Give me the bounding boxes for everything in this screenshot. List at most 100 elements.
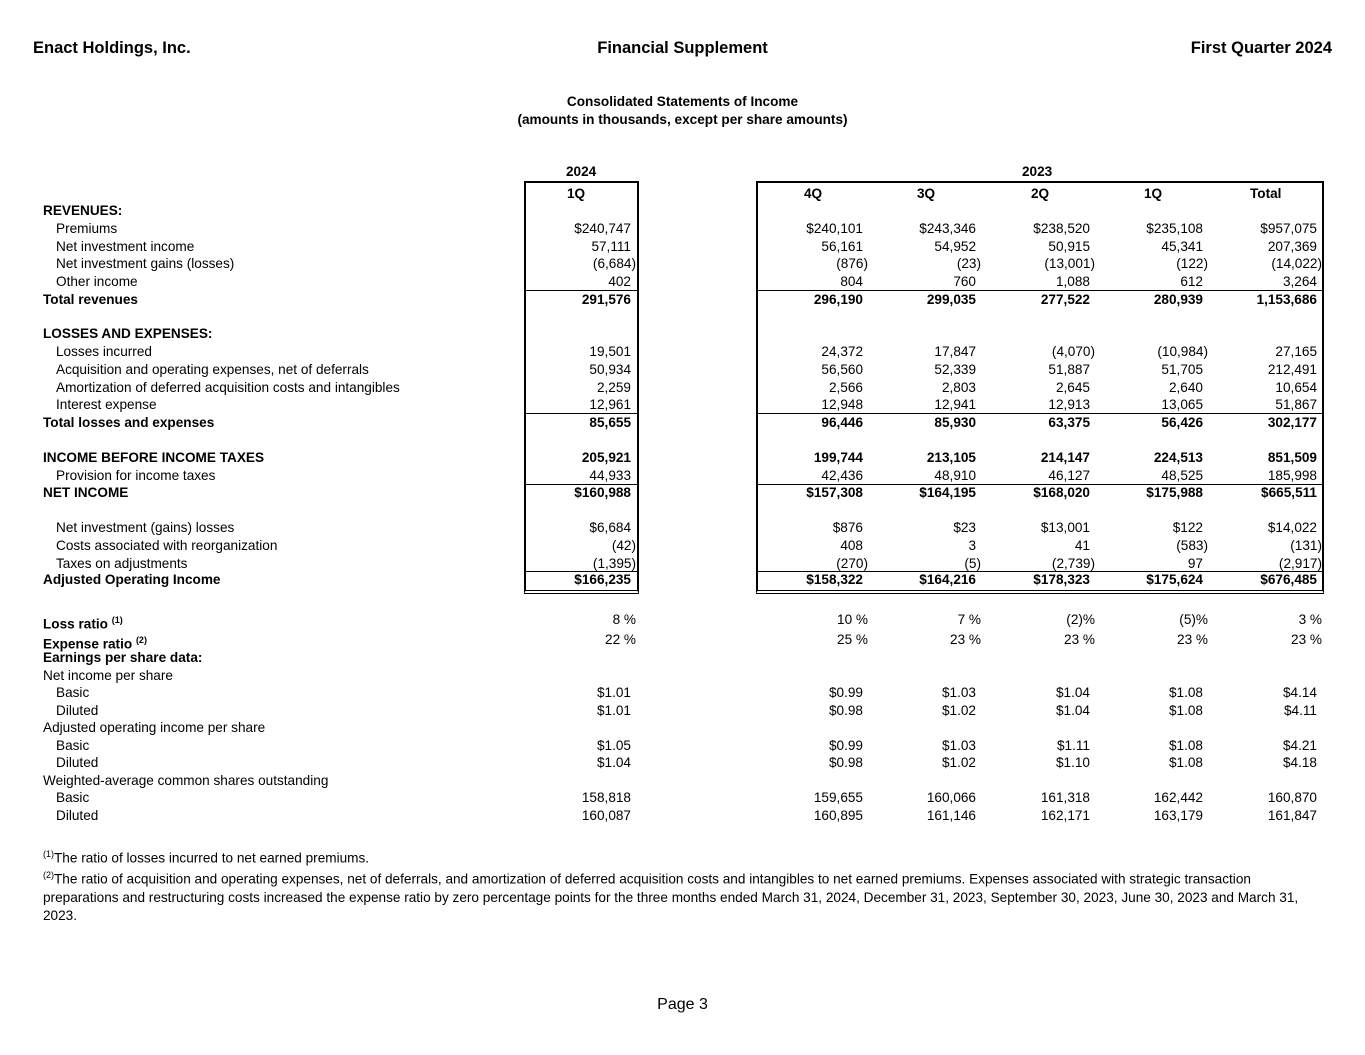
table-row: Loss ratio (1) 8 % 10 % 7 % (2)% (5)% 3 % <box>0 611 1365 632</box>
row-label-text: Basic <box>56 790 90 805</box>
cell-value: $166,235 <box>574 572 631 587</box>
row-label: REVENUES: <box>43 202 122 220</box>
value-cell: 50,934 <box>511 361 631 379</box>
row-label: Losses incurred <box>56 343 152 361</box>
value-cell: 408 <box>743 537 863 555</box>
value-cell: 1,088 <box>970 273 1090 291</box>
table-row: Total losses and expenses 85,655 96,446 85,… <box>0 414 1365 432</box>
cell-value: (23) <box>956 256 981 271</box>
value-cell: (2)% <box>970 611 1095 629</box>
cell-value: (4,070) <box>1051 344 1095 359</box>
subtotal-rule <box>524 484 639 485</box>
cell-value: 3 <box>968 538 976 553</box>
row-label-text: INCOME BEFORE INCOME TAXES <box>43 450 265 465</box>
value-cell: 23 % <box>1197 631 1322 649</box>
value-cell: $160,988 <box>511 484 631 502</box>
row-label-text: Adjusted Operating Income <box>43 572 221 587</box>
value-cell: 214,147 <box>970 449 1090 467</box>
table-row: Taxes on adjustments (1,395) (270) (5) (2,73… <box>0 555 1365 573</box>
value-cell: $1.08 <box>1083 754 1203 772</box>
value-cell: 97 <box>1083 555 1203 573</box>
subtotal-rule <box>524 290 639 291</box>
row-label-text: Taxes on adjustments <box>56 556 188 571</box>
value-cell: $0.99 <box>743 684 863 702</box>
footnote-1-text: The ratio of losses incurred to net earn… <box>54 850 370 866</box>
cell-value: (1,395) <box>592 556 636 571</box>
cell-value: $1.02 <box>941 755 976 770</box>
cell-value: $168,020 <box>1033 485 1090 500</box>
cell-value: 23 % <box>1177 632 1208 647</box>
table-row: Acquisition and operating expenses, net … <box>0 361 1365 379</box>
cell-value: $175,988 <box>1146 485 1203 500</box>
cell-value: 27,165 <box>1275 344 1317 359</box>
value-cell: $178,323 <box>970 571 1090 589</box>
box-2024 <box>524 181 639 594</box>
cell-value: $235,108 <box>1146 221 1203 236</box>
cell-value: (10,984) <box>1157 344 1208 359</box>
value-cell: $158,322 <box>743 571 863 589</box>
row-label-text: LOSSES AND EXPENSES: <box>43 326 213 341</box>
value-cell: 25 % <box>743 631 868 649</box>
value-cell: $1.05 <box>511 737 631 755</box>
cell-value: $1.03 <box>941 685 976 700</box>
cell-value: 56,560 <box>821 362 863 377</box>
cell-value: 161,318 <box>1040 790 1090 805</box>
cell-value: (122) <box>1176 256 1208 271</box>
cell-value: 50,915 <box>1048 239 1090 254</box>
value-cell: 205,921 <box>511 449 631 467</box>
table-row: NET INCOME $160,988 $157,308 $164,195 $168,0… <box>0 484 1365 502</box>
cell-value: 296,190 <box>813 292 863 307</box>
box-2023 <box>756 181 1324 594</box>
cell-value: 12,913 <box>1048 397 1090 412</box>
cell-value: 158,818 <box>581 790 631 805</box>
table-row: Losses incurred 19,501 24,372 17,847 (4,070)… <box>0 343 1365 361</box>
value-cell: (2,739) <box>970 555 1095 573</box>
period-label: First Quarter 2024 <box>1190 39 1332 57</box>
subtotal-rule <box>756 571 1324 572</box>
value-cell: $235,108 <box>1083 220 1203 238</box>
cell-value: 162,442 <box>1153 790 1203 805</box>
value-cell: 2,259 <box>511 379 631 397</box>
value-cell: 162,442 <box>1083 789 1203 807</box>
value-cell: (14,022) <box>1197 255 1322 273</box>
cell-value: $1.04 <box>1055 703 1090 718</box>
value-cell: $1.04 <box>511 754 631 772</box>
row-label: Net investment (gains) losses <box>56 519 234 537</box>
cell-value: 23 % <box>1064 632 1095 647</box>
row-label: Costs associated with reorganization <box>56 537 277 555</box>
cell-value: $1.01 <box>596 703 631 718</box>
cell-value: $1.04 <box>596 755 631 770</box>
cell-value: $1.05 <box>596 738 631 753</box>
value-cell: 19,501 <box>511 343 631 361</box>
cell-value: 85,930 <box>934 415 976 430</box>
cell-value: 25 % <box>837 632 868 647</box>
table-row: Net investment income 57,111 56,161 54,952 5… <box>0 238 1365 256</box>
cell-value: 402 <box>608 274 631 289</box>
cell-value: $0.99 <box>828 685 863 700</box>
value-cell: $676,485 <box>1197 571 1317 589</box>
table-row: LOSSES AND EXPENSES: <box>0 325 1365 343</box>
table-row: Diluted 160,087 160,895 161,146 162,171 163,1… <box>0 807 1365 825</box>
footnote-ref: (2) <box>135 635 147 645</box>
value-cell: $240,747 <box>511 220 631 238</box>
cell-value: $4.18 <box>1282 755 1317 770</box>
value-cell: 10 % <box>743 611 868 629</box>
cell-value: (876) <box>836 256 868 271</box>
cell-value: 207,369 <box>1267 239 1317 254</box>
row-label-text: Adjusted operating income per share <box>43 720 266 735</box>
row-label-text: Diluted <box>56 808 99 823</box>
cell-value: (5) <box>964 556 981 571</box>
row-label: Basic <box>56 684 89 702</box>
row-label-text: Amortization of deferred acquisition cos… <box>56 380 400 395</box>
value-cell: 51,705 <box>1083 361 1203 379</box>
column-header-2023-4q: 4Q <box>804 186 823 201</box>
value-cell: $1.08 <box>1083 702 1203 720</box>
row-label-text: Basic <box>56 685 90 700</box>
value-cell: (1,395) <box>511 555 636 573</box>
value-cell: 7 % <box>856 611 981 629</box>
cell-value: $238,520 <box>1033 221 1090 236</box>
cell-value: 96,446 <box>821 415 863 430</box>
company-name: Enact Holdings, Inc. <box>33 39 191 57</box>
table-row: Adjusted operating income per share <box>0 719 1365 737</box>
value-cell: 185,998 <box>1197 467 1317 485</box>
